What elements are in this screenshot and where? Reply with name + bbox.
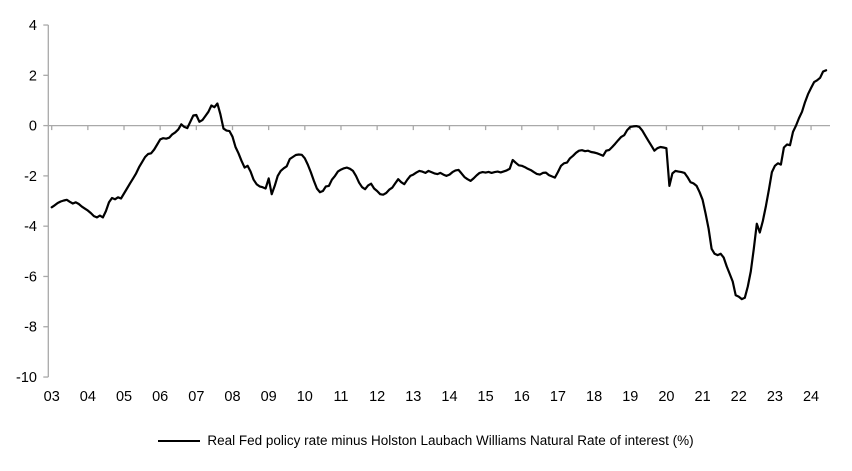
x-tick-label: 24 bbox=[803, 389, 819, 405]
data-line bbox=[50, 69, 828, 301]
y-tick-label: 0 bbox=[29, 119, 37, 135]
x-tick-label: 03 bbox=[44, 389, 60, 405]
y-tick-label: -6 bbox=[24, 269, 37, 285]
legend-label: Real Fed policy rate minus Holston Lauba… bbox=[207, 433, 694, 448]
legend: Real Fed policy rate minus Holston Lauba… bbox=[0, 433, 852, 448]
x-tick-label: 05 bbox=[116, 389, 132, 405]
x-tick-label: 16 bbox=[514, 389, 530, 405]
x-tick-label: 07 bbox=[188, 389, 204, 405]
x-tick-label: 23 bbox=[767, 389, 783, 405]
y-tick-label: -10 bbox=[16, 370, 37, 386]
y-tick-label: 4 bbox=[29, 18, 37, 34]
x-tick-label: 19 bbox=[622, 389, 638, 405]
y-tick-label: -8 bbox=[24, 320, 37, 336]
x-tick-label: 09 bbox=[261, 389, 277, 405]
x-tick-label: 10 bbox=[297, 389, 313, 405]
x-tick-label: 22 bbox=[731, 389, 747, 405]
y-tick-label: 2 bbox=[29, 68, 37, 84]
x-tick-label: 14 bbox=[441, 389, 457, 405]
y-tick-label: -2 bbox=[24, 169, 37, 185]
x-tick-label: 15 bbox=[478, 389, 494, 405]
x-tick-label: 04 bbox=[80, 389, 96, 405]
x-tick-label: 17 bbox=[550, 389, 566, 405]
x-tick-label: 20 bbox=[658, 389, 674, 405]
x-tick-label: 21 bbox=[695, 389, 711, 405]
x-tick-label: 06 bbox=[152, 389, 168, 405]
legend-line-sample bbox=[158, 439, 201, 442]
x-tick-label: 13 bbox=[405, 389, 421, 405]
x-tick-label: 12 bbox=[369, 389, 385, 405]
y-tick-label: -4 bbox=[24, 219, 37, 235]
x-tick-label: 08 bbox=[224, 389, 240, 405]
x-tick-label: 11 bbox=[333, 389, 348, 405]
x-tick-label: 18 bbox=[586, 389, 602, 405]
